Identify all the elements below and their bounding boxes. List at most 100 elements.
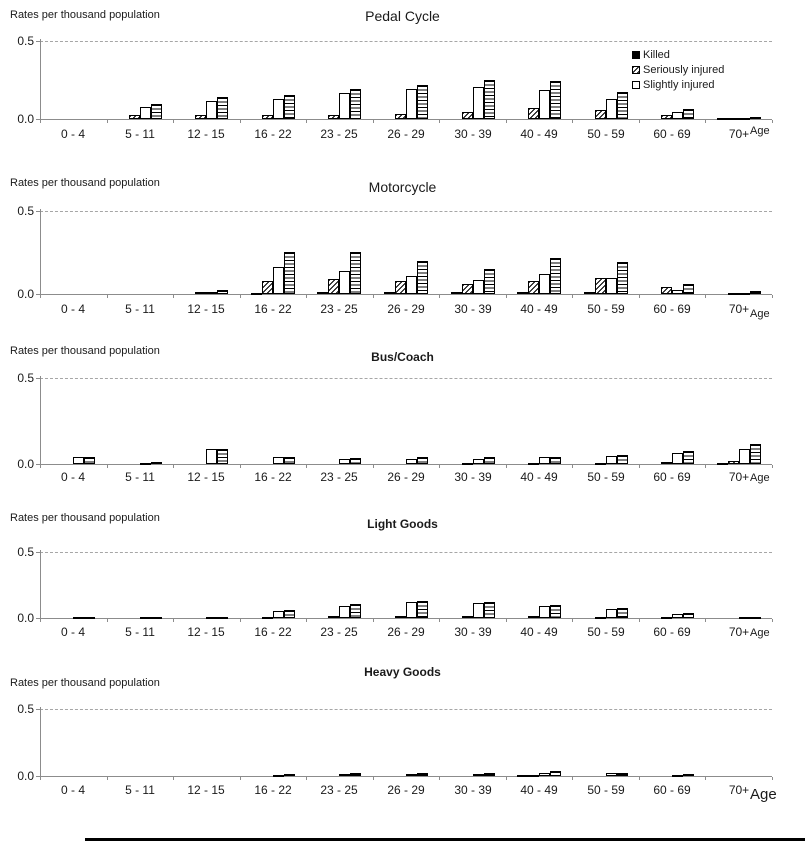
bar-slightly-injured <box>672 614 683 618</box>
x-tick-mark <box>40 465 41 468</box>
x-category-label: 5 - 11 <box>125 470 155 484</box>
y-tick-mark <box>36 294 40 295</box>
bar-unlabelled-total <box>151 617 162 619</box>
x-category-label: 26 - 29 <box>387 625 425 639</box>
bar-slightly-injured <box>672 453 683 464</box>
x-category-label: 23 - 25 <box>320 783 358 797</box>
bar-unlabelled-total <box>417 773 428 776</box>
bar-slightly-injured <box>339 774 350 776</box>
x-axis-age-label: Age <box>750 627 770 639</box>
x-category-label: 12 - 15 <box>187 470 225 484</box>
bar-slightly-injured <box>606 773 617 776</box>
x-category-label: 23 - 25 <box>320 302 358 316</box>
bar-slightly-injured <box>273 457 284 464</box>
x-category-label: 16 - 22 <box>254 625 292 639</box>
bar-seriously-injured <box>595 278 606 294</box>
x-tick-mark <box>107 465 108 468</box>
bar-seriously-injured <box>262 115 273 119</box>
x-tick-mark <box>240 120 241 123</box>
y-axis-line <box>40 550 41 618</box>
x-category-label: 40 - 49 <box>520 783 558 797</box>
bar-slightly-injured <box>73 457 84 464</box>
bar-slightly-injured <box>473 774 484 776</box>
y-axis-line <box>40 39 41 119</box>
y-tick-label-05: 0.5 <box>17 34 34 48</box>
bar-seriously-injured <box>528 281 539 294</box>
bar-slightly-injured <box>672 290 683 294</box>
bar-unlabelled-total <box>417 85 428 119</box>
bar-unlabelled-total <box>683 109 694 119</box>
bar-slightly-injured <box>273 99 284 119</box>
bar-unlabelled-total <box>84 457 95 464</box>
bar-unlabelled-total <box>617 455 628 464</box>
bar-unlabelled-total <box>350 604 361 618</box>
bar-unlabelled-total <box>417 457 428 464</box>
bar-seriously-injured <box>728 118 739 120</box>
chart-title: Pedal Cycle <box>365 8 440 24</box>
x-tick-mark <box>506 777 507 780</box>
x-category-label: 40 - 49 <box>520 625 558 639</box>
x-category-label: 70+ <box>728 470 750 484</box>
bar-slightly-injured <box>539 606 550 618</box>
x-tick-mark <box>173 777 174 780</box>
x-axis-line <box>40 776 772 777</box>
bar-unlabelled-total <box>617 92 628 119</box>
x-category-label: 70+ <box>728 127 750 141</box>
bar-unlabelled-total <box>750 291 761 294</box>
x-category-label: 40 - 49 <box>520 302 558 316</box>
x-category-label: 30 - 39 <box>454 783 492 797</box>
x-tick-mark <box>439 295 440 298</box>
x-axis-age-label: Age <box>750 786 777 803</box>
gridline-0-5 <box>40 378 772 379</box>
x-tick-mark <box>373 120 374 123</box>
x-tick-mark <box>240 619 241 622</box>
x-tick-mark <box>439 465 440 468</box>
x-tick-mark <box>240 295 241 298</box>
bar-slightly-injured <box>339 93 350 119</box>
bar-seriously-injured <box>195 115 206 119</box>
x-category-label: 60 - 69 <box>653 470 691 484</box>
x-tick-mark <box>373 465 374 468</box>
x-category-label: 12 - 15 <box>187 127 225 141</box>
bar-slightly-injured <box>140 107 151 119</box>
bar-unlabelled-total <box>550 771 561 776</box>
bar-killed <box>517 775 528 777</box>
bar-killed <box>517 292 528 294</box>
x-category-label: 23 - 25 <box>320 470 358 484</box>
x-category-label: 50 - 59 <box>587 302 625 316</box>
x-tick-mark <box>306 619 307 622</box>
x-category-label: 40 - 49 <box>520 470 558 484</box>
x-category-label: 60 - 69 <box>653 302 691 316</box>
bar-slightly-injured <box>140 463 151 465</box>
x-tick-mark <box>572 295 573 298</box>
bar-unlabelled-total <box>217 290 228 294</box>
bar-unlabelled-total <box>417 261 428 294</box>
x-tick-mark <box>40 777 41 780</box>
y-tick-mark <box>36 618 40 619</box>
legend-item: Slightly injured <box>632 79 772 92</box>
x-category-label: 60 - 69 <box>653 783 691 797</box>
x-category-label: 5 - 11 <box>125 302 155 316</box>
y-tick-mark <box>36 552 40 553</box>
bar-unlabelled-total <box>484 773 495 776</box>
bar-unlabelled-total <box>284 252 295 294</box>
y-tick-mark <box>36 119 40 120</box>
bar-unlabelled-total <box>284 457 295 464</box>
y-tick-label-05: 0.5 <box>17 371 34 385</box>
x-category-label: 12 - 15 <box>187 302 225 316</box>
x-axis-line <box>40 618 772 619</box>
bar-killed <box>317 292 328 294</box>
bar-unlabelled-total <box>683 451 694 464</box>
bar-unlabelled-total <box>350 89 361 119</box>
x-category-label: 0 - 4 <box>60 470 85 484</box>
bar-seriously-injured <box>528 616 539 618</box>
bar-seriously-injured <box>129 115 140 119</box>
x-tick-mark <box>506 619 507 622</box>
x-tick-mark <box>639 120 640 123</box>
bar-seriously-injured <box>528 108 539 119</box>
x-tick-mark <box>173 295 174 298</box>
x-category-label: 50 - 59 <box>587 625 625 639</box>
bar-seriously-injured <box>395 114 406 119</box>
bar-slightly-injured <box>739 118 750 120</box>
